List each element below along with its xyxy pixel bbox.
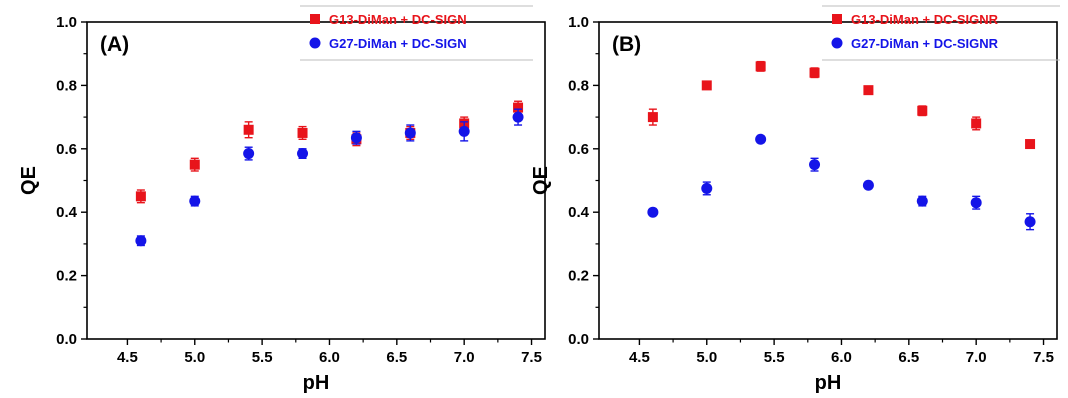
data-point <box>458 125 470 137</box>
x-tick-label: 6.5 <box>386 349 407 366</box>
x-axis-label: pH <box>303 372 330 394</box>
data-point <box>701 182 713 194</box>
data-point <box>297 127 308 138</box>
data-point <box>755 133 767 145</box>
data-point <box>863 85 874 96</box>
x-tick-label: 7.0 <box>966 349 987 366</box>
plot-frame <box>86 21 546 340</box>
data-series <box>647 60 1036 150</box>
chart-panel: 4.5 5.0 5.5 6.0 6.5 7.0 7.5 0.0 0.2 0.4 0.6 0.8 1.0 p… <box>530 5 1060 394</box>
data-point <box>189 195 201 207</box>
data-point <box>1024 216 1036 228</box>
data-point <box>701 80 712 91</box>
legend-marker <box>832 14 842 24</box>
chart-panel: 4.5 5.0 5.5 6.0 6.5 7.0 7.5 0.0 0.2 0.4 0.6 0.8 1.0 p… <box>18 5 546 394</box>
plot-frame <box>598 21 1058 340</box>
data-point <box>350 132 362 144</box>
y-axis-label: QE <box>18 166 40 195</box>
data-point <box>916 195 928 207</box>
x-tick-label: 5.0 <box>184 349 205 366</box>
x-tick-label: 7.5 <box>1033 349 1054 366</box>
x-tick-label: 5.5 <box>252 349 273 366</box>
y-tick-label: 0.6 <box>568 141 589 158</box>
y-tick-label: 0.8 <box>568 77 589 94</box>
legend: G13-DiMan + DC-SIGN G27-DiMan + DC-SIGN <box>300 5 533 61</box>
x-tick-label: 7.0 <box>454 349 475 366</box>
data-point <box>404 127 416 139</box>
data-series <box>647 133 1036 231</box>
x-tick-label: 4.5 <box>117 349 138 366</box>
data-point <box>513 102 524 113</box>
legend-label: G13-DiMan + DC-SIGN <box>329 12 467 27</box>
x-axis-label: pH <box>815 372 842 394</box>
y-tick-label: 0.0 <box>568 331 589 348</box>
x-tick-label: 5.5 <box>764 349 785 366</box>
x-tick-label: 6.0 <box>319 349 340 366</box>
y-tick-label: 0.4 <box>568 204 590 221</box>
x-tick-label: 6.0 <box>831 349 852 366</box>
data-point <box>1025 139 1036 150</box>
legend-label: G27-DiMan + DC-SIGNR <box>851 36 999 51</box>
data-point <box>862 179 874 191</box>
y-tick-label: 0.8 <box>56 77 77 94</box>
panel-label: (B) <box>612 33 641 56</box>
y-tick-label: 1.0 <box>56 14 77 31</box>
data-point <box>917 105 928 116</box>
data-point <box>243 124 254 135</box>
data-point <box>512 111 524 123</box>
y-tick-label: 0.0 <box>56 331 77 348</box>
data-point <box>189 159 200 170</box>
data-point <box>970 197 982 209</box>
legend-label: G27-DiMan + DC-SIGN <box>329 36 467 51</box>
y-axis-label: QE <box>530 166 552 195</box>
x-tick-label: 5.0 <box>696 349 717 366</box>
y-tick-label: 0.2 <box>568 268 589 285</box>
data-point <box>971 118 982 129</box>
x-tick-label: 4.5 <box>629 349 650 366</box>
data-series <box>135 100 524 204</box>
data-point <box>755 61 766 72</box>
x-tick-label: 6.5 <box>898 349 919 366</box>
data-point <box>647 206 659 218</box>
y-tick-label: 0.4 <box>56 204 78 221</box>
panel-label: (A) <box>100 33 129 56</box>
data-series <box>135 108 524 247</box>
data-point <box>647 112 658 123</box>
x-tick-label: 7.5 <box>521 349 542 366</box>
legend-marker <box>309 37 321 49</box>
data-point <box>135 191 146 202</box>
data-point <box>297 148 309 160</box>
legend-marker <box>831 37 843 49</box>
y-tick-label: 1.0 <box>568 14 589 31</box>
legend: G13-DiMan + DC-SIGNR G27-DiMan + DC-SIGNR <box>822 5 1060 61</box>
y-tick-label: 0.6 <box>56 141 77 158</box>
y-tick-label: 0.2 <box>56 268 77 285</box>
data-point <box>243 148 255 160</box>
legend-marker <box>310 14 320 24</box>
legend-label: G13-DiMan + DC-SIGNR <box>851 12 999 27</box>
data-point <box>135 235 147 247</box>
data-point <box>809 159 821 171</box>
data-point <box>809 67 820 78</box>
